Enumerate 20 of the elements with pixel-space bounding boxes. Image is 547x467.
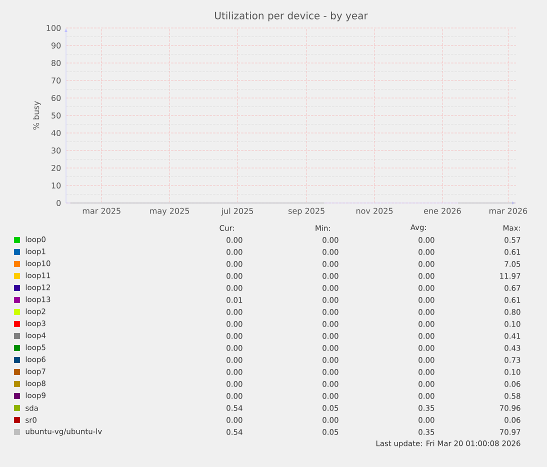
y-tick-label: 80	[52, 60, 61, 66]
y-tick-label: 30	[52, 147, 61, 154]
y-tick-label: 10	[52, 182, 61, 189]
x-tick-label: sep 2025	[288, 208, 324, 216]
y-axis-title: % busy	[32, 101, 41, 130]
x-tick-label: jul 2025	[221, 208, 254, 216]
y-tick-label: 0	[56, 200, 61, 206]
x-tick-label: mar 2025	[82, 208, 120, 214]
y-tick-label: 20	[52, 164, 61, 172]
y-tick-label: 60	[52, 94, 61, 102]
y-tick-label: 90	[51, 42, 61, 49]
y-tick-label: 40	[51, 130, 61, 136]
chart-title: Utilization per device - by year	[215, 12, 368, 22]
x-tick-label: nov 2025	[356, 208, 393, 214]
x-tick-label: ene 2026	[424, 208, 461, 214]
y-tick-label: 70	[52, 77, 61, 84]
y-tick-label: 100	[46, 24, 61, 32]
x-tick-label: mar 2026	[489, 208, 528, 214]
x-tick-label: may 2025	[150, 208, 190, 216]
y-tick-label: 50	[52, 112, 61, 119]
